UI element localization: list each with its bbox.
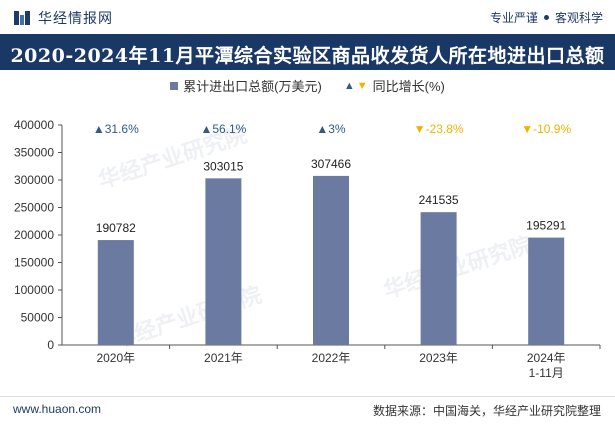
x-tick-label: 2024年 xyxy=(527,351,566,365)
y-tick-label: 50000 xyxy=(21,311,55,325)
tagline-left: 专业严谨 xyxy=(489,11,538,25)
legend-swatch-bar-icon xyxy=(170,81,179,90)
data-label: 241535 xyxy=(419,193,459,207)
data-label: 195291 xyxy=(526,219,566,233)
bullet-dot-icon xyxy=(543,15,549,20)
bar xyxy=(420,212,457,345)
brand-logo-icon xyxy=(14,11,30,25)
legend-item-total: 累计进出口总额(万美元) xyxy=(170,76,322,95)
footer-source: 数据来源：中国海关，华经产业研究院整理 xyxy=(372,404,601,418)
bar-chart: 0 50000 100000 150000 200000 250000 300000 3500… xyxy=(14,118,601,380)
chart-legend: 累计进出口总额(万美元) ▲ ▼ 同比增长(%) xyxy=(0,76,615,95)
growth-label: ▲56.1% xyxy=(200,122,246,136)
y-tick-label: 200000 xyxy=(14,228,54,242)
legend-up-arrow-icon: ▲ xyxy=(343,79,355,92)
y-tick-label: 250000 xyxy=(14,201,54,215)
x-tick-label: 2023年 xyxy=(419,351,458,365)
growth-label: ▲31.6% xyxy=(93,122,139,136)
bar xyxy=(205,178,242,345)
title-bar: 2020-2024年11月平潭综合实验区商品收发货人所在地进出口总额 xyxy=(0,34,615,70)
y-tick-label: 0 xyxy=(47,338,54,352)
x-tick-label: 2020年 xyxy=(96,351,135,365)
legend-label-growth: 同比增长(%) xyxy=(372,79,445,94)
legend-down-arrow-icon: ▼ xyxy=(356,79,368,92)
x-tick-label: 2022年 xyxy=(312,351,351,365)
y-tick-label: 150000 xyxy=(14,256,54,270)
data-label: 303015 xyxy=(203,159,243,173)
growth-label: ▼-10.9% xyxy=(521,122,571,136)
footer-divider xyxy=(0,396,615,397)
footer-website[interactable]: www.huaon.com xyxy=(13,402,102,416)
legend-item-growth: ▲ ▼ 同比增长(%) xyxy=(344,76,445,95)
chart-title: 2020-2024年11月平潭综合实验区商品收发货人所在地进出口总额 xyxy=(10,45,605,67)
growth-label: ▲3% xyxy=(316,122,346,136)
bar xyxy=(313,175,349,345)
bar xyxy=(97,240,134,345)
tagline-right: 客观科学 xyxy=(554,11,603,25)
data-label: 190782 xyxy=(96,221,136,235)
y-tick-label: 400000 xyxy=(14,118,54,132)
y-tick-label: 350000 xyxy=(14,146,54,160)
growth-label: ▼-23.8% xyxy=(414,122,464,136)
x-tick-label: 2021年 xyxy=(204,351,243,365)
data-label: 307466 xyxy=(311,157,351,171)
top-bar: 华经情报网 专业严谨 客观科学 xyxy=(0,0,615,34)
legend-arrows-icon: ▲ ▼ xyxy=(344,80,368,92)
bar xyxy=(528,237,565,345)
y-tick-label: 300000 xyxy=(14,173,54,187)
brand-name: 华经情报网 xyxy=(38,10,113,26)
y-tick-label: 100000 xyxy=(14,283,54,297)
x-tick-label: 1-11月 xyxy=(529,366,564,380)
brand: 华经情报网 xyxy=(13,8,113,28)
legend-label-total: 累计进出口总额(万美元) xyxy=(183,79,322,94)
tagline: 专业严谨 客观科学 xyxy=(490,9,603,26)
